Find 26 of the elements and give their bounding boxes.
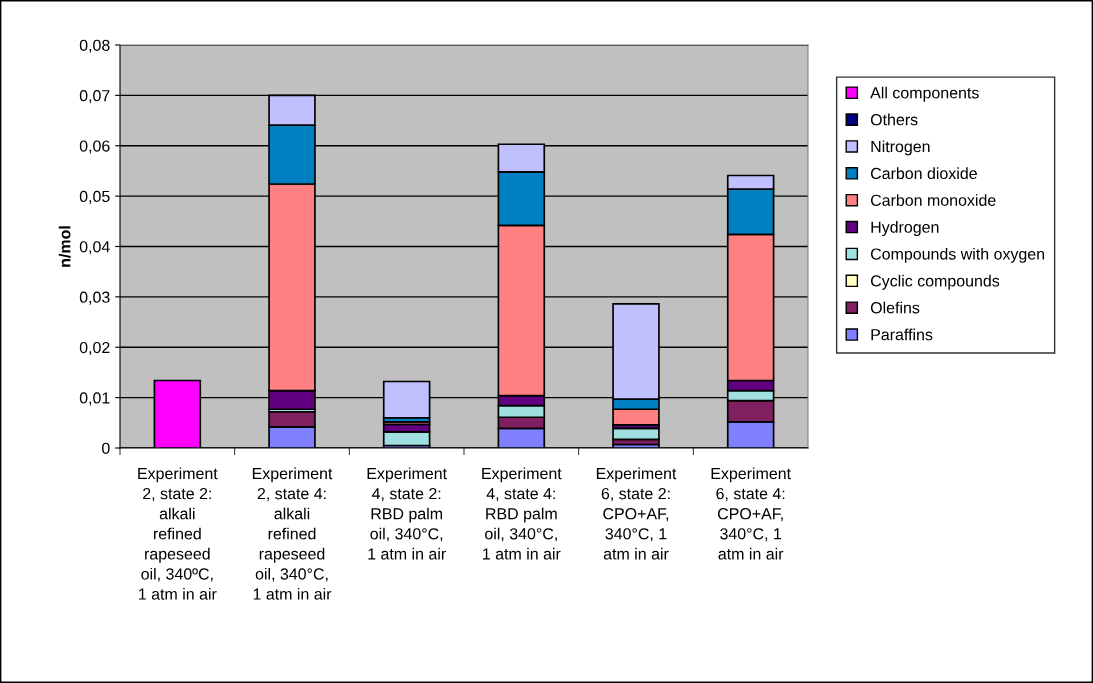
legend-label: Hydrogen (871, 221, 939, 236)
y-tick-label: 0,08 (79, 39, 110, 53)
legend-label: Carbon monoxide (870, 194, 996, 206)
y-tick-label: 0,03 (79, 291, 110, 305)
y-axis-title: n/mol (58, 226, 71, 267)
y-tick-label: 0 (102, 442, 110, 454)
legend-label: Nitrogen (871, 140, 930, 156)
legend-label: Paraffins (871, 328, 933, 341)
legend-label: All components (870, 86, 979, 102)
x-tick-label: Experiment 4, state 4: RBD palm oil, 340°C, 1 atm in air (482, 467, 562, 560)
x-tick-label: Experiment 6, state 4: CPO+AF, 340°C, 1 atm in air (711, 467, 791, 560)
y-tick-label: 0,02 (79, 341, 110, 356)
y-tick-label: 0,07 (79, 90, 110, 104)
legend-label: Olefins (870, 301, 920, 314)
y-tick-label: 0,04 (79, 241, 110, 255)
y-tick-label: 0,05 (79, 190, 110, 204)
x-tick-label: Experiment 6, state 2: CPO+AF, 340°C, 1 atm in air (596, 467, 677, 560)
x-tick-label: Experiment 4, state 2: RBD palm oil, 340°C, 1 atm in air (367, 467, 447, 560)
y-tick-label: 0,01 (79, 392, 110, 406)
legend-label: Cyclic compounds (870, 274, 1000, 290)
legend-label: Others (870, 113, 918, 126)
x-tick-label: Experiment 2, state 2: alkali refined rapeseed oil, 340ºC, 1 atm in air (138, 467, 218, 600)
legend-label: Compounds with oxygen (870, 247, 1045, 263)
legend-label: Carbon dioxide (870, 167, 977, 180)
x-tick-label: Experiment 2, state 4: alkali refined rapeseed oil, 340°C, 1 atm in air (252, 467, 333, 600)
y-tick-label: 0,06 (79, 140, 110, 154)
